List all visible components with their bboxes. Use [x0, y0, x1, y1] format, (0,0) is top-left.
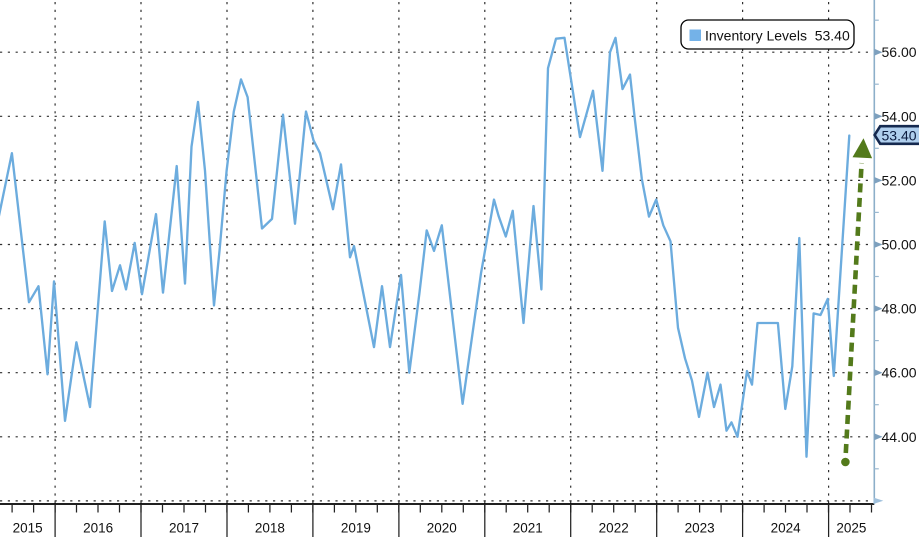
svg-text:48.00: 48.00	[882, 301, 917, 317]
svg-text:2023: 2023	[685, 521, 715, 536]
svg-text:52.00: 52.00	[882, 172, 917, 188]
svg-text:2025: 2025	[836, 521, 866, 536]
svg-text:2018: 2018	[255, 521, 285, 536]
svg-text:2021: 2021	[513, 521, 543, 536]
svg-text:46.00: 46.00	[882, 365, 917, 381]
svg-text:50.00: 50.00	[882, 237, 917, 253]
svg-text:Inventory Levels 53.40: Inventory Levels 53.40	[705, 27, 850, 43]
svg-text:2017: 2017	[169, 521, 199, 536]
svg-text:54.00: 54.00	[882, 108, 917, 124]
svg-text:2022: 2022	[599, 521, 629, 536]
svg-text:2020: 2020	[427, 521, 457, 536]
svg-text:2024: 2024	[771, 521, 802, 536]
svg-text:44.00: 44.00	[882, 429, 917, 445]
svg-text:56.00: 56.00	[882, 44, 917, 60]
svg-text:2019: 2019	[341, 521, 371, 536]
svg-text:2015: 2015	[13, 521, 43, 536]
svg-text:53.40: 53.40	[882, 127, 917, 143]
svg-text:2016: 2016	[83, 521, 113, 536]
